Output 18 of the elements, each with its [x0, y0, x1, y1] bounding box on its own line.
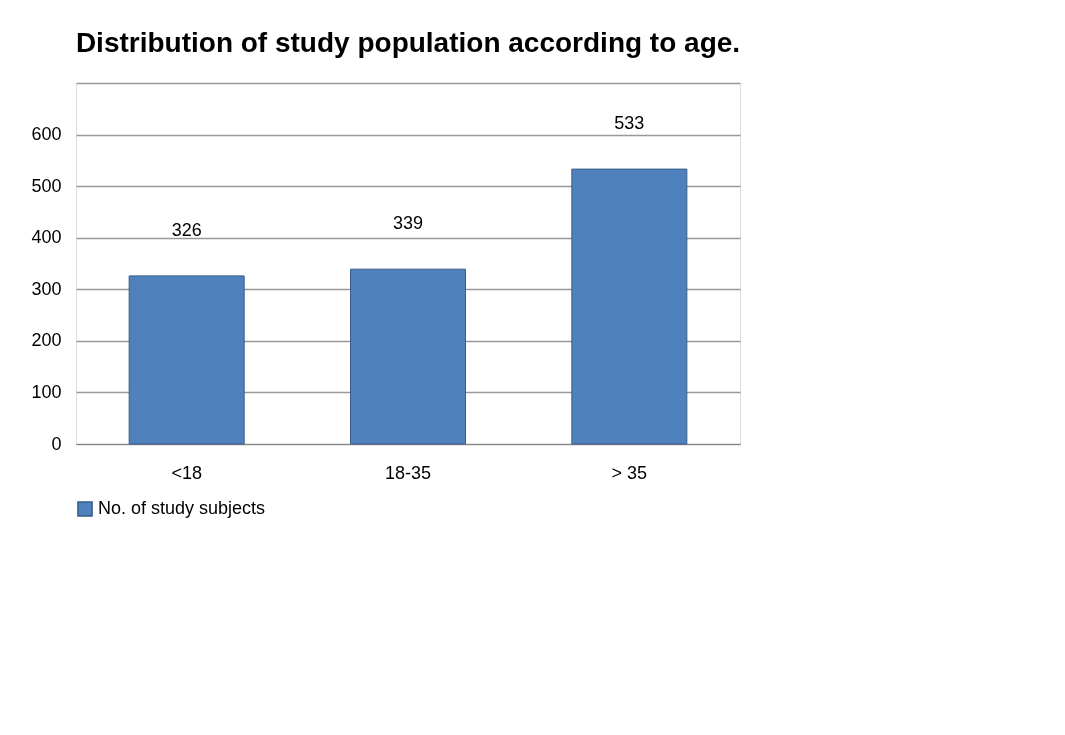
x-tick-label: 18-35 [384, 462, 432, 483]
data-label: 533 [614, 113, 645, 134]
y-tick-label: 300 [31, 278, 62, 299]
y-tick-label: 200 [31, 330, 62, 351]
y-tick-label: 600 [31, 124, 62, 145]
chart-title: Distribution of study population according to age. [75, 27, 741, 58]
bar [350, 268, 466, 445]
x-tick-label: <18 [171, 462, 202, 483]
data-label: 339 [392, 213, 424, 234]
y-tick-label: 0 [51, 433, 62, 454]
data-label: 326 [171, 219, 202, 240]
bar [128, 275, 245, 445]
x-tick-label: > 35 [611, 462, 648, 483]
bar [571, 168, 688, 445]
y-tick-label: 500 [31, 175, 62, 196]
y-tick-label: 400 [31, 227, 62, 248]
legend-label: No. of study subjects [98, 498, 266, 518]
y-tick-label: 100 [31, 381, 62, 402]
